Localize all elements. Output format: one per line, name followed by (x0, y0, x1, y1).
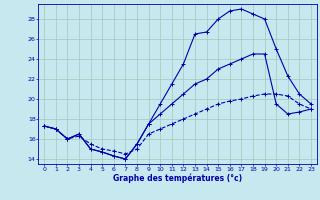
X-axis label: Graphe des températures (°c): Graphe des températures (°c) (113, 173, 242, 183)
